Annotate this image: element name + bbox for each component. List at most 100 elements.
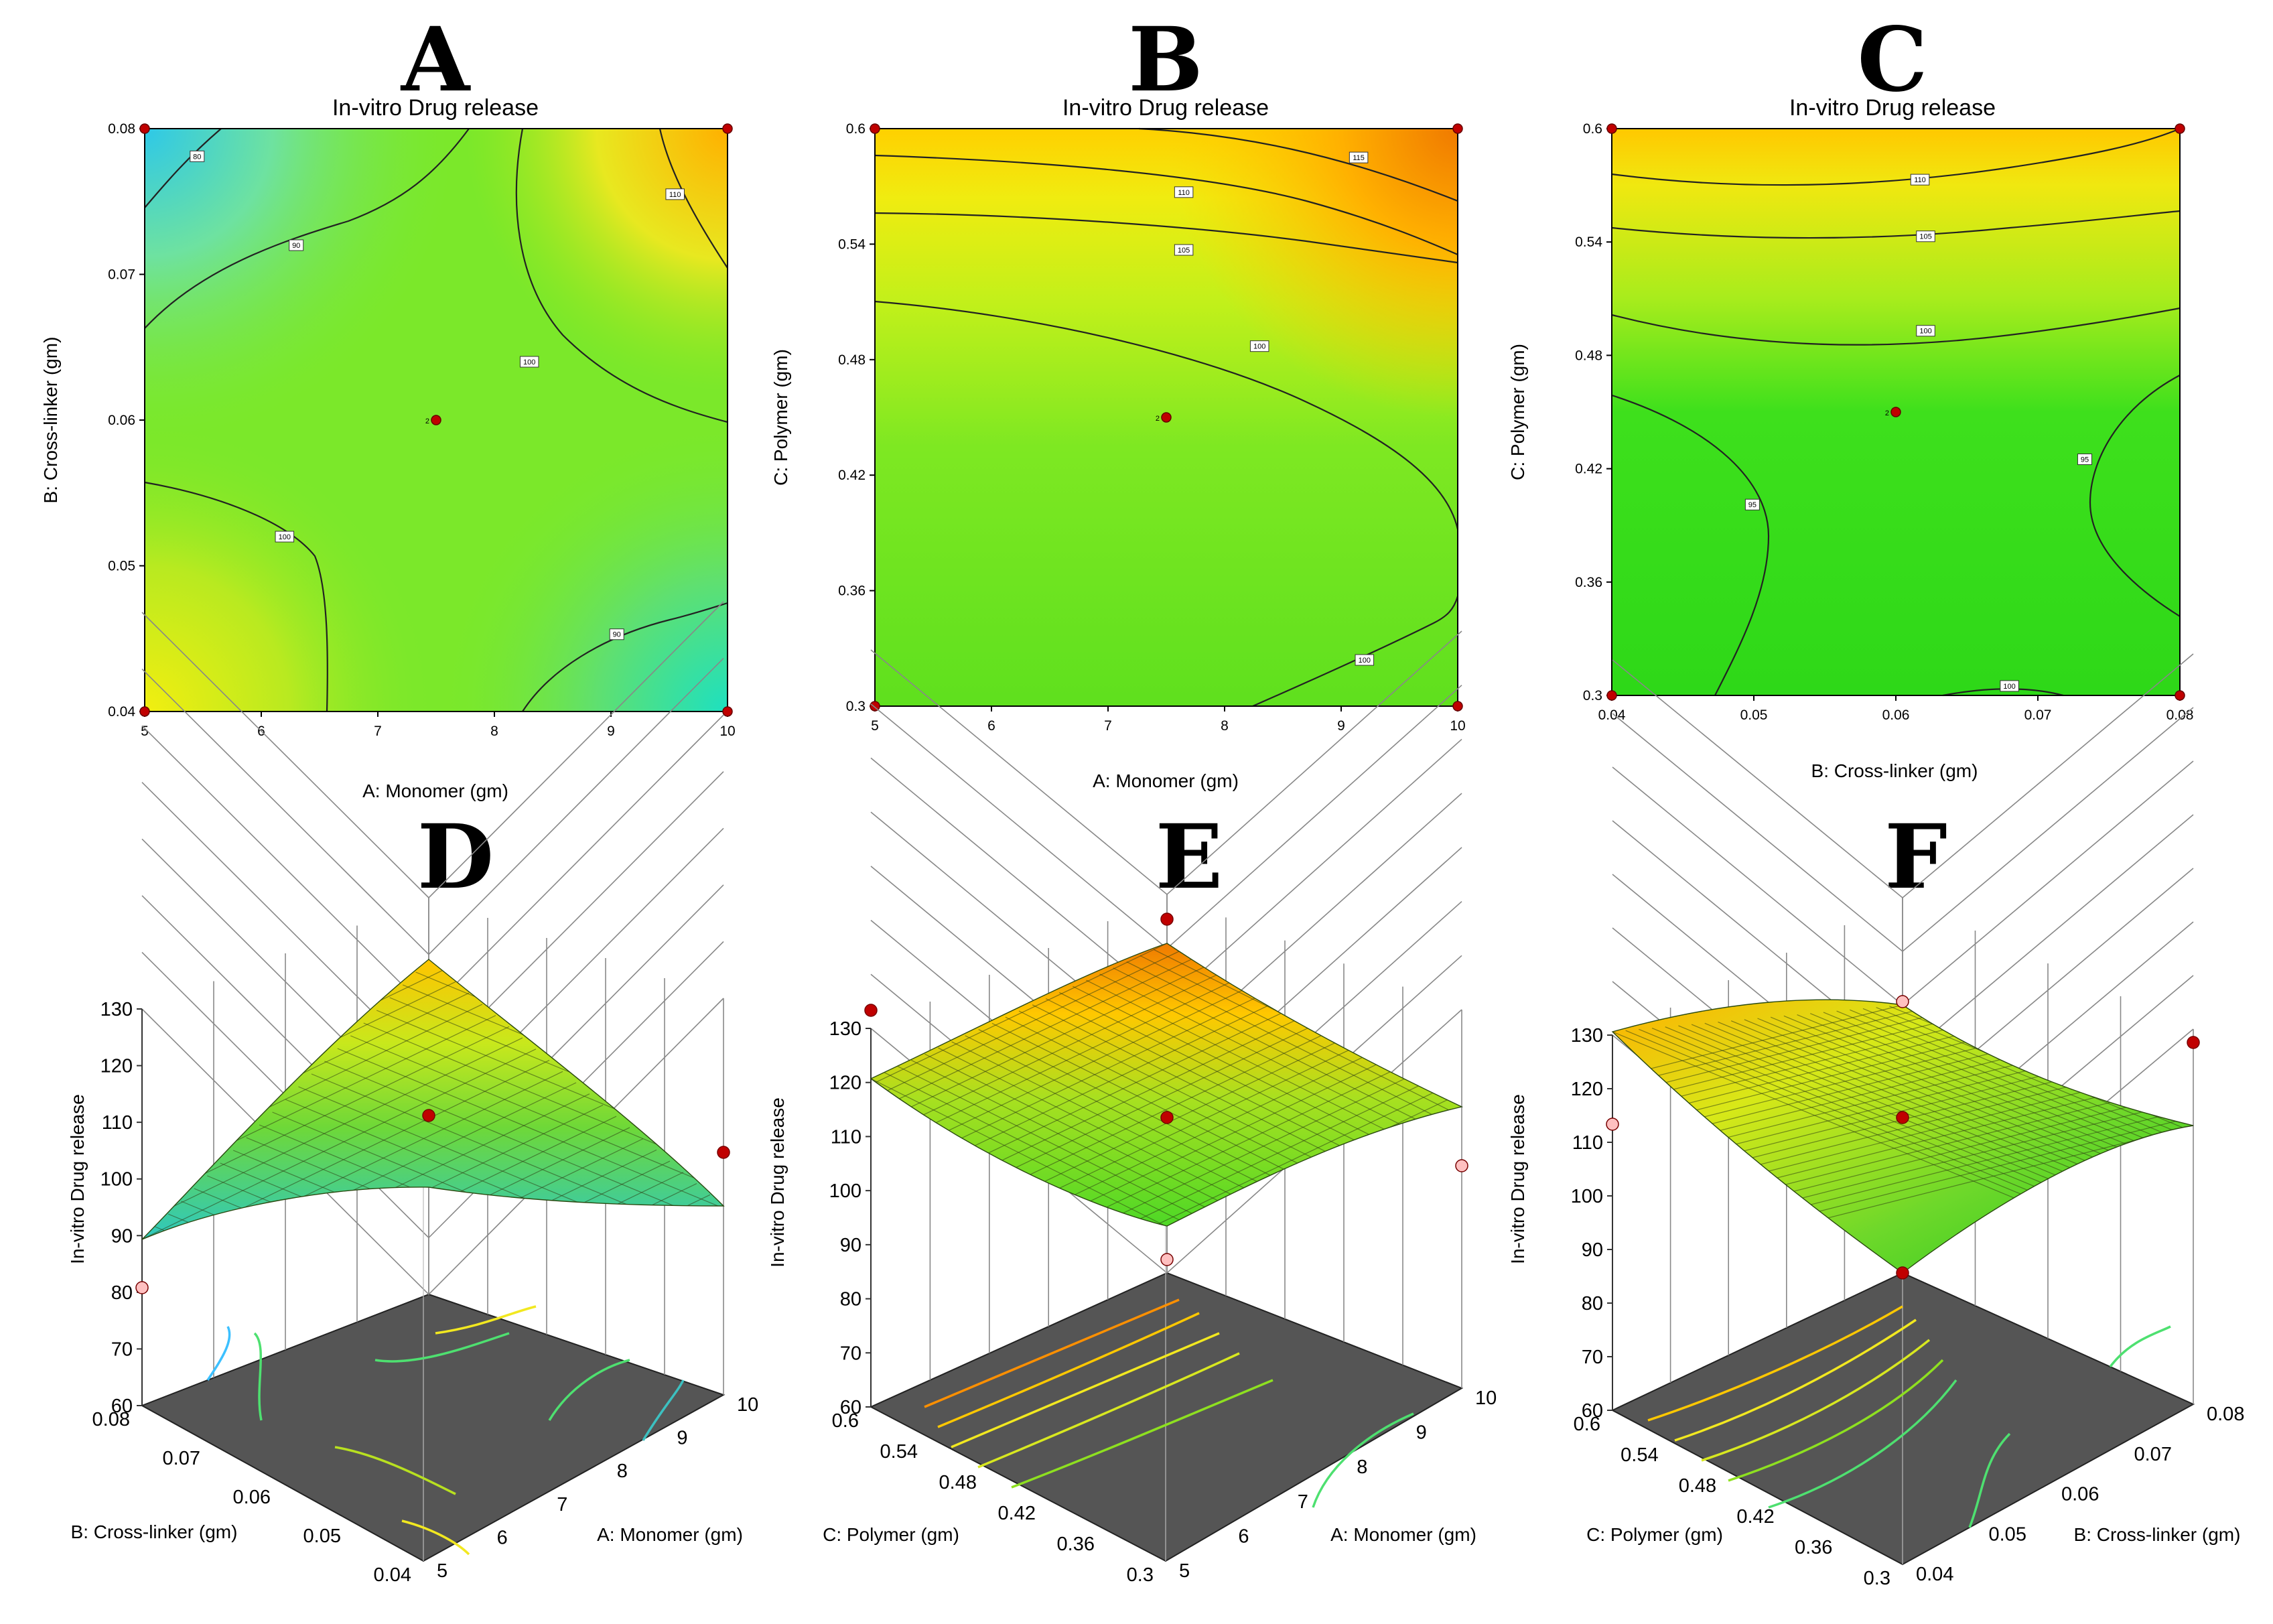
floor-contour [1647,1305,1903,1422]
contour-lines-c [1611,127,2181,697]
x-tick-label: 5 [141,724,149,739]
right-axis-tick: 7 [557,1494,567,1515]
design-point [1160,1111,1174,1124]
z-tick-label: 90 [840,1235,862,1256]
z-tick-label: 130 [1571,1025,1603,1046]
panel-letter-d: D [417,805,494,909]
x-tick-label: 7 [374,724,382,739]
design-point-label: 2 [1885,409,1889,417]
design-point [1161,412,1172,423]
x-tick-label: 10 [719,724,735,739]
floor-contour [435,1305,537,1335]
y-tick-label: 0.42 [838,468,866,483]
contour-lines-b [874,127,1459,707]
floor-contour [937,1312,1200,1428]
z-axis-label: In-vitro Drug release [1507,1094,1528,1264]
right-axis-tick: 7 [1298,1491,1308,1513]
left-axis-label: C: Polymer (gm) [1586,1524,1723,1545]
left-axis-tick: 0.05 [303,1526,341,1547]
z-tick-label: 110 [831,1126,862,1148]
design-point [1896,995,1909,1008]
floor-contour [374,1332,510,1363]
contour-lines-a [144,128,728,712]
plot-title-b: In-vitro Drug release [1062,95,1269,121]
design-point [2175,690,2185,701]
y-tick-label: 0.48 [1575,348,1602,363]
design-point [717,1146,730,1159]
contour-label-box [1916,325,1935,337]
x-tick-label: 0.06 [1882,707,1910,723]
y-tick-label: 0.42 [1575,462,1602,477]
y-axis-label-c: C: Polymer (gm) [1507,344,1528,480]
right-axis-tick: 9 [1416,1422,1427,1444]
panel-letter-f: F [1884,805,1947,909]
contour-label: 100 [1919,328,1931,336]
z-tick-label: 130 [100,999,133,1020]
right-axis-tick: 9 [677,1428,687,1449]
design-point [1606,690,1617,701]
y-tick-label: 0.54 [838,236,866,252]
z-tick-label: 70 [1582,1347,1603,1368]
right-axis-tick: 5 [1179,1560,1190,1582]
contour-panel-b: In-vitro Drug release 115 110 105 100 100 5 6… [770,95,1466,791]
y-tick-label: 0.36 [1575,575,1602,590]
x-axis-label-c: B: Cross-linker (gm) [1811,760,1978,781]
panel-letter-c: C [1857,8,1927,112]
design-point [2187,1036,2200,1049]
design-point [1160,912,1174,926]
y-tick-label: 0.36 [838,584,866,599]
z-tick-label: 120 [100,1056,133,1077]
right-axis-tick: 0.06 [2061,1484,2099,1505]
plot-frame-b [874,128,1458,707]
right-axis-tick: 0.08 [2207,1404,2244,1425]
y-tick-label: 0.54 [1575,234,1602,250]
floor-contour [2109,1325,2171,1368]
contour-label-box [609,628,624,640]
floor-contour [924,1298,1180,1408]
contour-label-box [2000,680,2019,692]
design-point [1452,123,1463,134]
right-axis-tick: 10 [1475,1388,1497,1409]
contour-label-box [1174,244,1194,256]
z-tick-label: 80 [840,1289,862,1310]
right-axis-tick: 6 [1238,1526,1249,1547]
contour-label-box [665,188,685,200]
z-tick-label: 120 [1571,1079,1603,1100]
design-point [422,1109,435,1122]
right-axis-tick: 0.05 [1989,1524,2026,1545]
z-tick-label: 60 [111,1396,133,1417]
contour-label-box [519,356,539,368]
z-tick-label: 60 [840,1397,862,1418]
design-point [722,706,733,717]
design-point [1606,1118,1619,1131]
left-axis-tick: 0.54 [880,1441,918,1463]
z-tick-label: 120 [829,1073,862,1094]
z-tick-label: 100 [1571,1186,1603,1207]
floor-contour [334,1446,456,1495]
floor-contour [951,1332,1220,1448]
left-axis-tick: 0.6 [1574,1414,1600,1435]
left-axis-tick: 0.54 [1621,1444,1658,1466]
floor-contour [1968,1432,2011,1528]
design-point [1455,1159,1468,1172]
z-tick-label: 80 [111,1282,133,1304]
contour-label-box [1910,174,1930,186]
right-axis-label: B: Cross-linker (gm) [2074,1524,2241,1545]
design-point [135,1281,149,1294]
y-tick-label: 0.05 [108,559,135,574]
contour-label-box [1249,340,1269,352]
x-tick-label: 8 [490,724,498,739]
left-axis-tick: 0.3 [1864,1568,1890,1589]
design-point [139,123,150,134]
left-axis-label: B: Cross-linker (gm) [71,1521,238,1542]
y-tick-label: 0.07 [108,267,135,283]
z-tick-label: 90 [111,1225,133,1247]
z-tick-label: 90 [1582,1239,1603,1261]
z-tick-label: 80 [1582,1293,1603,1314]
right-axis-tick: 5 [437,1560,447,1582]
floor-contour [253,1332,263,1421]
right-axis-tick: 8 [617,1461,628,1482]
floor-contour [401,1519,470,1556]
